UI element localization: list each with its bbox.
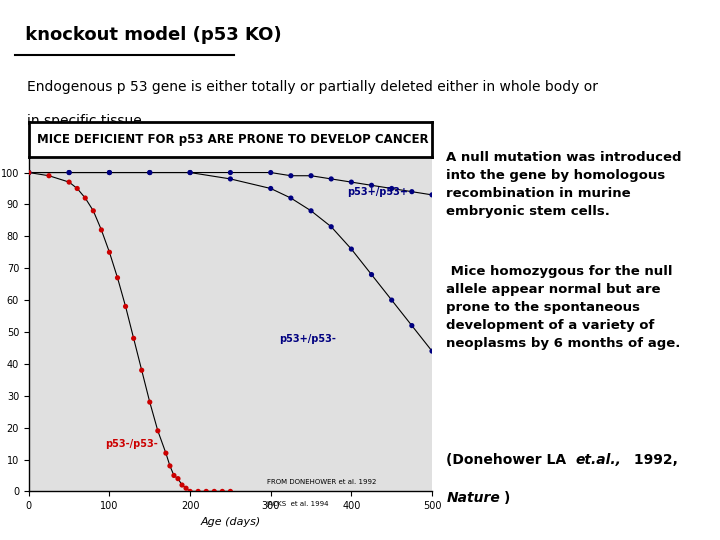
Point <box>160 449 171 457</box>
Point <box>144 168 156 177</box>
Point <box>128 334 140 343</box>
Point <box>176 481 188 489</box>
Point <box>144 168 156 177</box>
Point <box>23 168 35 177</box>
Point <box>172 474 184 483</box>
Point <box>184 487 196 496</box>
Point <box>164 462 176 470</box>
Point <box>144 398 156 407</box>
Point <box>152 427 163 435</box>
Point <box>200 487 212 496</box>
Point <box>346 178 357 186</box>
Text: p53+/p53-: p53+/p53- <box>279 334 336 343</box>
Point <box>63 178 75 186</box>
Point <box>180 484 192 492</box>
Point <box>88 206 99 215</box>
Text: Mice homozygous for the null
allele appear normal but are
prone to the spontaneo: Mice homozygous for the null allele appe… <box>446 265 681 349</box>
Point <box>71 184 83 193</box>
Point <box>426 191 438 199</box>
Point <box>406 321 418 330</box>
Point <box>79 194 91 202</box>
Point <box>104 248 115 256</box>
Point <box>120 302 131 311</box>
Point <box>225 168 236 177</box>
Point <box>366 181 377 190</box>
Text: 1992,: 1992, <box>629 453 678 467</box>
Point <box>325 222 337 231</box>
Text: ): ) <box>504 491 510 505</box>
Point <box>305 171 317 180</box>
Point <box>406 187 418 196</box>
Point <box>112 273 123 282</box>
Point <box>325 174 337 183</box>
Text: knockout model (p53 KO): knockout model (p53 KO) <box>19 26 282 44</box>
Point <box>386 184 397 193</box>
Point <box>285 194 297 202</box>
Point <box>305 206 317 215</box>
Point <box>104 168 115 177</box>
Point <box>285 171 297 180</box>
Point <box>366 270 377 279</box>
Text: FROM DONEHOWER et al. 1992: FROM DONEHOWER et al. 1992 <box>266 479 376 485</box>
Point <box>23 168 35 177</box>
Point <box>225 174 236 183</box>
Point <box>386 296 397 305</box>
Point <box>184 168 196 177</box>
Point <box>23 168 35 177</box>
Point <box>209 487 220 496</box>
Point <box>104 168 115 177</box>
Point <box>265 184 276 193</box>
Point <box>192 487 204 496</box>
Point <box>346 245 357 253</box>
Text: A null mutation was introduced
into the gene by homologous
recombination in muri: A null mutation was introduced into the … <box>446 151 682 218</box>
Text: Endogenous p 53 gene is either totally or partially deleted either in whole body: Endogenous p 53 gene is either totally o… <box>27 80 598 94</box>
Point <box>225 487 236 496</box>
Point <box>63 168 75 177</box>
Point <box>136 366 148 375</box>
Text: p53-/p53-: p53-/p53- <box>105 439 158 449</box>
Point <box>96 226 107 234</box>
Point <box>168 471 180 480</box>
X-axis label: Age (days): Age (days) <box>200 517 261 526</box>
Point <box>265 168 276 177</box>
Point <box>184 168 196 177</box>
Point <box>43 171 55 180</box>
Text: in specific tissue.: in specific tissue. <box>27 114 146 128</box>
Text: et.al.,: et.al., <box>575 453 621 467</box>
Text: JACKS  et al. 1994: JACKS et al. 1994 <box>266 501 329 508</box>
Point <box>217 487 228 496</box>
Text: p53+/p53+: p53+/p53+ <box>347 187 408 197</box>
Text: MICE DEFICIENT FOR p53 ARE PRONE TO DEVELOP CANCER: MICE DEFICIENT FOR p53 ARE PRONE TO DEVE… <box>37 132 428 146</box>
Point <box>426 347 438 355</box>
Text: Nature: Nature <box>446 491 500 505</box>
Point <box>63 168 75 177</box>
Text: (Donehower LA: (Donehower LA <box>446 453 572 467</box>
